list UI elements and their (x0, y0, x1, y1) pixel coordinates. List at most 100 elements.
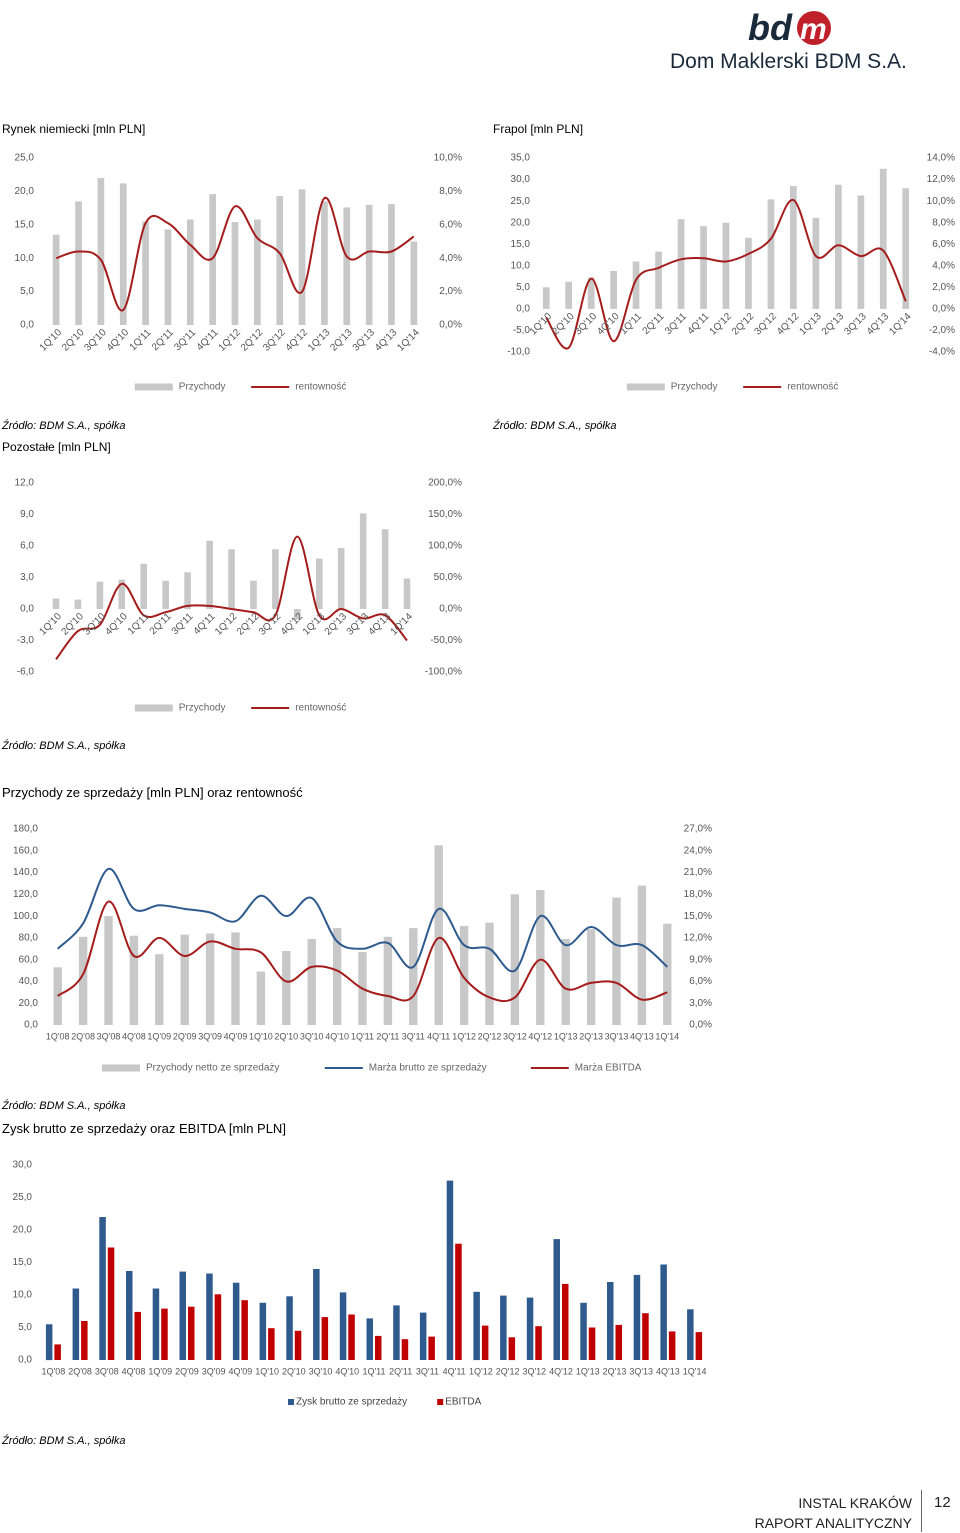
ch4-xtick-5: 2Q'09 (175, 1366, 199, 1376)
ch3-bar-20 (561, 939, 570, 1025)
ch3-ytick-right-4: 12,0% (684, 933, 712, 944)
ch2-ytick-left-4: 6,0 (20, 541, 34, 552)
ch4-xtick-10: 3Q'10 (309, 1366, 333, 1376)
svg-text:bd: bd (748, 8, 793, 48)
ch1-legend-0-swatch (626, 383, 665, 391)
ch4-xtick-2: 3Q'08 (95, 1366, 119, 1376)
ch0-xtick-13: 2Q'13 (328, 327, 355, 354)
ch4-xtick-0: 1Q'08 (41, 1366, 65, 1376)
footer-report-type: RAPORT ANALITYCZNY (754, 1515, 912, 1531)
ch0-ytick-right-4: 8,0% (439, 186, 462, 197)
chart-title-rynek: Rynek niemiecki [mln PLN] (2, 122, 146, 136)
ch3-xtick-18: 3Q'12 (503, 1031, 527, 1041)
ch1-ytick-right-0: -4,0% (929, 347, 955, 358)
ch3-ytick-left-1: 20,0 (19, 998, 39, 1009)
ch3-ytick-right-6: 18,0% (684, 889, 712, 900)
ch3-bar-14 (409, 928, 418, 1025)
ch4-bar-s0-17 (500, 1295, 507, 1360)
ch2-bar-14 (359, 513, 367, 609)
ch3-ytick-right-1: 3,0% (689, 998, 712, 1009)
ch1-xtick-14: 3Q'13 (842, 311, 869, 338)
ch4-bar-s1-9 (294, 1330, 302, 1361)
ch4-xtick-4: 1Q'09 (148, 1366, 172, 1376)
chart-zysk: 0,05,010,015,020,025,030,01Q'08 2Q'08 3Q'0… (13, 1160, 707, 1408)
ch2-xtick-11: 4Q'12 (279, 611, 306, 638)
ch4-bar-s1-14 (428, 1336, 435, 1360)
ch0-xtick-8: 1Q'12 (217, 327, 244, 354)
ch3-bar-1 (78, 936, 88, 1025)
ch1-xtick-7: 4Q'11 (686, 311, 712, 337)
ch4-bar-s0-8 (259, 1302, 267, 1360)
ch4-bar-s0-19 (553, 1239, 560, 1360)
ch2-ytick-right-1: -50,0% (430, 635, 462, 646)
ch4-bar-s0-13 (393, 1305, 400, 1360)
ch2-ytick-left-0: -6,0 (17, 667, 35, 678)
ch4-bar-s0-0 (45, 1324, 53, 1361)
ch3-xtick-2: 3Q'08 (97, 1031, 121, 1041)
ch2-ytick-right-2: 0,0% (439, 604, 462, 615)
ch1-xtick-11: 4Q'12 (775, 311, 802, 338)
ch2-bar-6 (184, 572, 191, 610)
footer-divider (921, 1490, 922, 1532)
ch2-legend-0-label: Przychody (179, 703, 226, 714)
ch3-ytick-left-0: 0,0 (24, 1020, 38, 1031)
ch3-ytick-right-0: 0,0% (689, 1020, 712, 1031)
ch4-bar-s1-20 (588, 1327, 596, 1360)
ch0-bar-9 (254, 219, 261, 325)
logo-text: Dom Maklerski BDM S.A. (670, 50, 907, 73)
ch3-bar-23 (637, 885, 647, 1025)
ch4-bar-s1-7 (241, 1300, 248, 1360)
ch3-line-0 (56, 867, 668, 973)
ch3-bar-3 (129, 935, 139, 1025)
ch4-xtick-8: 1Q'10 (255, 1366, 279, 1376)
ch0-bar-15 (388, 204, 395, 325)
ch4-legend-1-label: EBITDA (445, 1397, 481, 1408)
ch1-xtick-6: 3Q'11 (663, 311, 689, 337)
ch4-bar-s0-2 (99, 1217, 106, 1360)
ch4-bar-s1-6 (214, 1294, 222, 1360)
ch4-xtick-6: 3Q'09 (202, 1366, 226, 1376)
ch4-legend-1-swatch (437, 1399, 444, 1405)
ch4-xtick-20: 1Q'13 (576, 1366, 600, 1376)
ch2-xtick-6: 3Q'11 (170, 611, 196, 637)
ch0-bar-16 (410, 241, 418, 325)
ch4-bar-s0-15 (446, 1180, 454, 1360)
ch3-xtick-1: 2Q'08 (71, 1031, 95, 1041)
ch0-xtick-15: 4Q'13 (373, 327, 400, 354)
ch3-bar-2 (104, 916, 113, 1025)
ch1-bar-5 (655, 251, 662, 309)
ch2-bar-8 (228, 549, 235, 609)
ch2-xtick-4: 1Q'11 (126, 611, 152, 637)
ch2-ytick-right-0: -100,0% (425, 667, 462, 678)
ch3-xtick-23: 4Q'13 (630, 1031, 654, 1041)
ch0-bar-7 (209, 194, 216, 325)
ch2-xtick-7: 4Q'11 (192, 611, 218, 637)
ch0-xtick-14: 3Q'13 (351, 327, 378, 354)
chart-rynek: 0,0 5,0 10,0 15,0 20,0 25,0 0,0% 2,0% 4,0% 6,0% 8,… (15, 153, 463, 393)
ch1-ytick-right-8: 12,0% (927, 174, 955, 185)
ch4-bar-s1-5 (188, 1306, 195, 1360)
source-przychody: Źródło: BDM S.A., spółka (2, 1100, 126, 1112)
ch2-bar-2 (96, 581, 104, 609)
ch2-ytick-right-6: 200,0% (428, 478, 462, 489)
ch4-bar-s0-4 (152, 1288, 160, 1360)
ch2-legend-1-label: rentowność (295, 703, 346, 714)
ch4-xtick-13: 2Q'11 (389, 1366, 412, 1376)
ch4-ytick-3: 15,0 (13, 1257, 33, 1268)
ch0-ytick-left-5: 25,0 (15, 153, 35, 164)
ch1-xtick-13: 2Q'13 (820, 311, 847, 338)
ch4-xtick-7: 4Q'09 (229, 1366, 253, 1376)
ch4-bar-s0-9 (286, 1296, 293, 1360)
ch3-xtick-5: 2Q'09 (173, 1031, 197, 1041)
ch4-legend-0-label: Zysk brutto ze sprzedaży (296, 1397, 407, 1408)
ch4-bar-s0-7 (232, 1282, 240, 1360)
ch2-line-0 (55, 535, 408, 661)
ch3-ytick-left-5: 100,0 (13, 911, 38, 922)
ch3-bar-11 (332, 928, 342, 1025)
ch3-ytick-left-7: 140,0 (13, 867, 38, 878)
chart-przychody: 0,0 20,0 40,0 60,0 80,0 100,0 120,0 140,0 160,0 1… (13, 824, 712, 1074)
ch1-ytick-left-2: 0,0 (516, 304, 530, 315)
ch1-bar-15 (879, 168, 887, 309)
ch3-bar-6 (205, 933, 215, 1025)
ch4-bar-s1-18 (535, 1326, 542, 1360)
